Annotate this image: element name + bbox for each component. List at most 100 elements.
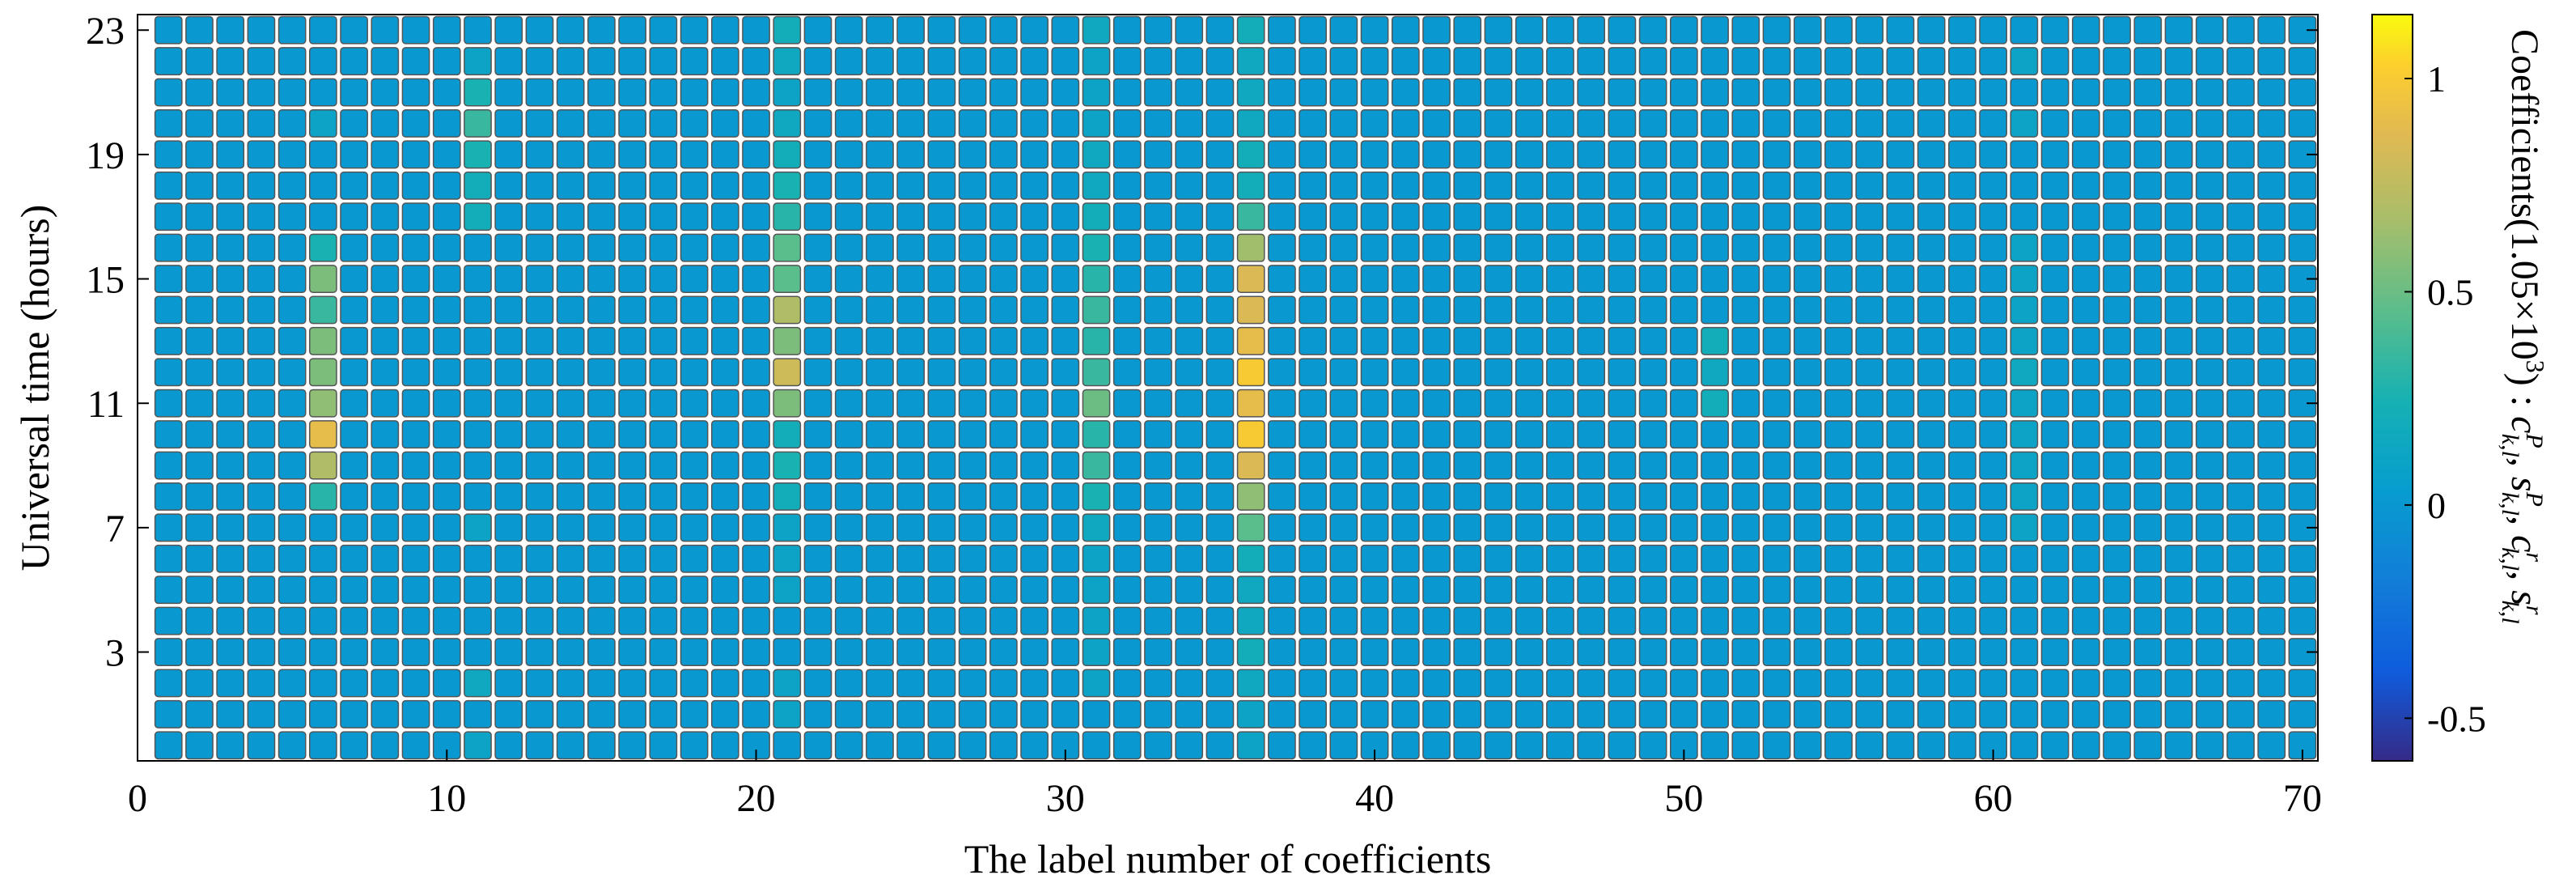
heatmap-cell [742,482,770,511]
heatmap-cell [1112,451,1142,480]
heatmap-cell [2257,513,2286,542]
heatmap-cell [1762,576,1791,605]
heatmap-cell [556,202,585,231]
heatmap-cell [185,731,214,760]
heatmap-cell [1422,576,1451,605]
heatmap-cell [278,295,307,325]
heatmap-cell [1731,731,1760,760]
heatmap-cell [1886,606,1915,635]
heatmap-cell [216,513,245,542]
heatmap-cell [2103,358,2131,387]
heatmap-cell [1422,233,1451,262]
heatmap-cell [1886,576,1915,605]
heatmap-cell [1886,47,1915,76]
heatmap-cell [896,606,926,635]
heatmap-cell [247,606,276,635]
heatmap-cell [1855,544,1884,573]
heatmap-cell [2164,451,2193,480]
heatmap-cell [1144,15,1172,45]
heatmap-cell [2103,731,2131,760]
heatmap-cell [525,202,554,231]
heatmap-cell [1638,669,1667,698]
heatmap-cell [2010,47,2039,76]
heatmap-cell [927,699,956,728]
heatmap-cell [1112,326,1142,355]
heatmap-cell [2040,699,2070,728]
heatmap-cell [2010,295,2039,325]
heatmap-cell [1391,171,1420,200]
heatmap-cell [2040,420,2070,449]
heatmap-cell [1824,451,1853,480]
heatmap-cell [154,513,183,542]
heatmap-cell [1268,171,1296,200]
heatmap-cell [2288,606,2317,635]
heatmap-cell [710,15,739,45]
heatmap-cell [2164,389,2193,418]
heatmap-cell [1577,544,1606,573]
heatmap-cell [1917,15,1946,45]
heatmap-cell [1236,513,1265,542]
heatmap-cell [525,451,554,480]
heatmap-cell [1329,420,1358,449]
heatmap-cell [371,451,400,480]
heatmap-cell [1422,47,1451,76]
heatmap-cell [1855,171,1884,200]
heatmap-cell [1701,265,1729,293]
heatmap-cell [1020,140,1049,169]
heatmap-cell [1608,47,1637,76]
heatmap-cell [866,140,894,169]
heatmap-cell [1824,140,1853,169]
heatmap-cell [1948,638,1976,667]
y-tick-label: 19 [86,134,125,177]
heatmap-cell [1422,389,1451,418]
heatmap-cell [1051,544,1080,573]
heatmap-cell [1701,451,1729,480]
heatmap-cell [1577,669,1606,698]
heatmap-cell [1268,295,1296,325]
heatmap-cell [1391,482,1420,511]
heatmap-cell [1453,202,1482,231]
heatmap-cell [1546,606,1574,635]
heatmap-cell [247,513,276,542]
heatmap-cell [1051,638,1080,667]
heatmap-cell [1731,295,1760,325]
colorbar-ticks: -0.500.51 [2404,58,2486,739]
heatmap-cell [464,576,492,605]
heatmap-cell [432,140,461,169]
heatmap-cell [556,15,585,45]
heatmap-cell [1422,638,1451,667]
heatmap-cell [1608,699,1637,728]
heatmap-cell [710,731,739,760]
heatmap-cell [2195,482,2224,511]
heatmap-cell [773,482,802,511]
heatmap-cell [1546,482,1574,511]
heatmap-cell [401,638,430,667]
heatmap-cell [1299,451,1327,480]
heatmap-cell [1546,233,1574,262]
heatmap-cell [1020,451,1049,480]
heatmap-cell [927,420,956,449]
heatmap-cell [1577,109,1606,138]
heatmap-cell [803,233,833,262]
heatmap-cell [2010,326,2039,355]
heatmap-cell [1762,358,1791,387]
heatmap-cell [649,78,678,107]
heatmap-cell [1762,451,1791,480]
heatmap-cell [1453,358,1482,387]
heatmap-cell [1112,47,1142,76]
heatmap-cell [896,731,926,760]
heatmap-cell [2010,699,2039,728]
heatmap-cell [432,389,461,418]
heatmap-cell [1484,699,1513,728]
heatmap-cell [927,202,956,231]
heatmap-cell [1144,47,1172,76]
heatmap-cell [1515,731,1544,760]
heatmap-cell [710,358,739,387]
heatmap-cell [1948,295,1976,325]
heatmap-cell [185,202,214,231]
heatmap-cell [1793,358,1822,387]
heatmap-cell [2103,78,2131,107]
heatmap-cell [1546,15,1574,45]
heatmap-cell [989,389,1018,418]
heatmap-cell [649,576,678,605]
